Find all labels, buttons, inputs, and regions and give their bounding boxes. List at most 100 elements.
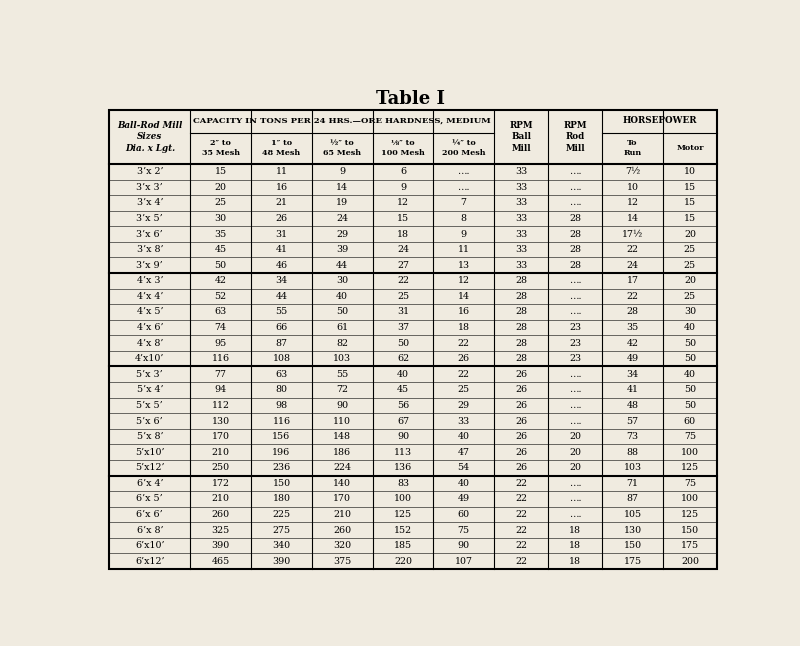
- Text: 250: 250: [212, 463, 230, 472]
- Text: 125: 125: [394, 510, 412, 519]
- Text: 40: 40: [684, 323, 696, 332]
- Text: 88: 88: [626, 448, 638, 457]
- Text: 17: 17: [626, 276, 638, 286]
- Text: 156: 156: [272, 432, 290, 441]
- Text: 320: 320: [333, 541, 351, 550]
- Text: 25: 25: [684, 261, 696, 270]
- Text: 110: 110: [334, 417, 351, 426]
- Text: 4’x 4’: 4’x 4’: [137, 292, 163, 301]
- Text: 125: 125: [681, 510, 699, 519]
- Text: 22: 22: [515, 526, 527, 534]
- Text: 18: 18: [569, 557, 581, 566]
- Text: 390: 390: [272, 557, 290, 566]
- Text: 5’x 5’: 5’x 5’: [137, 401, 163, 410]
- Text: 23: 23: [569, 354, 581, 363]
- Text: 35: 35: [214, 229, 227, 238]
- Text: 5’x 3’: 5’x 3’: [137, 370, 163, 379]
- Text: 63: 63: [275, 370, 287, 379]
- Text: 260: 260: [212, 510, 230, 519]
- Text: ….: ….: [569, 183, 582, 192]
- Text: 11: 11: [458, 245, 470, 254]
- Text: 52: 52: [214, 292, 226, 301]
- Text: 26: 26: [515, 463, 527, 472]
- Text: 30: 30: [214, 214, 226, 223]
- Text: 390: 390: [211, 541, 230, 550]
- Text: 25: 25: [397, 292, 409, 301]
- Text: 22: 22: [515, 479, 527, 488]
- Text: 224: 224: [334, 463, 351, 472]
- Text: 77: 77: [214, 370, 226, 379]
- Text: 7: 7: [461, 198, 466, 207]
- Text: 94: 94: [214, 386, 226, 394]
- Text: 34: 34: [275, 276, 287, 286]
- Text: 21: 21: [275, 198, 287, 207]
- Text: 40: 40: [458, 432, 470, 441]
- Text: 26: 26: [515, 417, 527, 426]
- Text: 33: 33: [515, 214, 527, 223]
- Text: 210: 210: [334, 510, 351, 519]
- Text: ….: ….: [569, 292, 582, 301]
- Text: 33: 33: [515, 229, 527, 238]
- Text: 30: 30: [336, 276, 348, 286]
- Text: 3’x 3’: 3’x 3’: [137, 183, 163, 192]
- Text: 15: 15: [684, 198, 696, 207]
- Text: 108: 108: [273, 354, 290, 363]
- Text: ….: ….: [569, 370, 582, 379]
- Text: 14: 14: [458, 292, 470, 301]
- Text: 28: 28: [515, 339, 527, 348]
- Text: ….: ….: [569, 510, 582, 519]
- Text: 116: 116: [212, 354, 230, 363]
- Text: ….: ….: [569, 167, 582, 176]
- Text: 18: 18: [397, 229, 409, 238]
- Text: 33: 33: [515, 167, 527, 176]
- Text: 4’x 3’: 4’x 3’: [137, 276, 163, 286]
- Text: 150: 150: [681, 526, 699, 534]
- Text: 49: 49: [458, 494, 470, 503]
- Text: 200: 200: [681, 557, 699, 566]
- Text: 55: 55: [336, 370, 348, 379]
- Text: 3’x 4’: 3’x 4’: [137, 198, 163, 207]
- Text: 28: 28: [626, 307, 638, 317]
- Text: 7½: 7½: [625, 167, 640, 176]
- Text: 6: 6: [400, 167, 406, 176]
- Text: 24: 24: [626, 261, 638, 270]
- Text: 6’x 5’: 6’x 5’: [137, 494, 163, 503]
- Text: 90: 90: [397, 432, 409, 441]
- Text: 42: 42: [214, 276, 226, 286]
- Text: 20: 20: [569, 432, 581, 441]
- Text: 100: 100: [394, 494, 412, 503]
- Text: 47: 47: [458, 448, 470, 457]
- Text: 20: 20: [569, 463, 581, 472]
- Text: 10: 10: [626, 183, 638, 192]
- Text: 136: 136: [394, 463, 412, 472]
- Text: 18: 18: [458, 323, 470, 332]
- Text: 3’x 5’: 3’x 5’: [137, 214, 163, 223]
- Text: 50: 50: [397, 339, 409, 348]
- Text: 23: 23: [569, 323, 581, 332]
- Text: 210: 210: [212, 494, 230, 503]
- Text: 6’x12’: 6’x12’: [135, 557, 165, 566]
- Text: 9: 9: [400, 183, 406, 192]
- Text: 44: 44: [336, 261, 348, 270]
- Text: 10: 10: [684, 167, 696, 176]
- Text: 22: 22: [397, 276, 409, 286]
- Text: 75: 75: [684, 479, 696, 488]
- Text: 20: 20: [214, 183, 226, 192]
- Text: 49: 49: [626, 354, 638, 363]
- Text: 170: 170: [212, 432, 230, 441]
- Text: 29: 29: [336, 229, 348, 238]
- Text: 6’x 8’: 6’x 8’: [137, 526, 163, 534]
- Text: 90: 90: [336, 401, 348, 410]
- Text: 6’x 6’: 6’x 6’: [137, 510, 163, 519]
- Text: Table I: Table I: [375, 90, 445, 108]
- Text: 148: 148: [334, 432, 351, 441]
- Text: 24: 24: [397, 245, 409, 254]
- Text: 25: 25: [684, 245, 696, 254]
- Text: 50: 50: [684, 354, 696, 363]
- Text: 28: 28: [515, 323, 527, 332]
- Text: ….: ….: [458, 167, 470, 176]
- Text: To
Run: To Run: [623, 140, 642, 157]
- Text: 33: 33: [515, 245, 527, 254]
- Text: 170: 170: [334, 494, 351, 503]
- Text: 82: 82: [336, 339, 348, 348]
